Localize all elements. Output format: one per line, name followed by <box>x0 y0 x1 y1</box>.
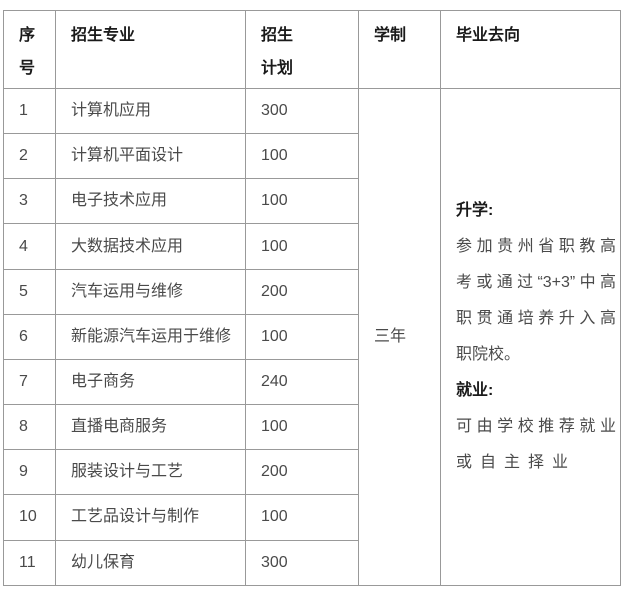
header-plan-line1: 招生 <box>261 27 294 44</box>
header-row: 序 号 招生专业 招生 计划 学制 毕业去向 <box>3 10 621 89</box>
row-serial: 2 <box>3 133 56 180</box>
row-major: 服装设计与工艺 <box>55 449 246 496</box>
row-serial: 10 <box>3 494 56 541</box>
header-serial-line1: 序 <box>19 27 36 44</box>
row-serial: 3 <box>3 178 56 225</box>
destination-line: 职贯通培养升入高 <box>456 310 616 327</box>
row-major: 工艺品设计与制作 <box>55 494 246 541</box>
table-row: 8 直播电商服务 100 <box>3 404 621 451</box>
destination-line: 职院校。 <box>456 346 521 363</box>
row-major: 汽车运用与维修 <box>55 268 246 315</box>
enrollment-plan-table: 序 号 招生专业 招生 计划 学制 毕业去向 1 计算机应用 300 三年 <box>3 10 621 587</box>
header-plan: 招生 计划 <box>245 10 359 89</box>
destination-line: 升学: <box>456 202 494 219</box>
row-major: 电子商务 <box>55 358 246 406</box>
header-serial-line2: 号 <box>19 60 36 77</box>
row-major: 计算机应用 <box>55 87 246 135</box>
table-row: 5 汽车运用与维修 200 <box>3 268 621 315</box>
duration-value: 三年 <box>374 328 407 345</box>
row-plan: 200 <box>245 449 359 496</box>
table-row: 9 服装设计与工艺 200 <box>3 449 621 496</box>
row-plan: 200 <box>245 268 359 315</box>
destination-line: 考或通过“3+3”中高 <box>456 274 616 291</box>
row-major: 大数据技术应用 <box>55 223 246 270</box>
row-serial: 9 <box>3 449 56 496</box>
row-plan: 300 <box>245 539 359 587</box>
destination-merged-cell: 升学: 参加贵州省职教高 考或通过“3+3”中高 职贯通培养升入高 职院校。 就… <box>440 88 621 586</box>
row-plan: 100 <box>245 178 359 225</box>
header-plan-line2: 计划 <box>261 60 294 77</box>
row-serial: 1 <box>3 87 56 135</box>
row-major: 直播电商服务 <box>55 404 246 451</box>
row-major: 计算机平面设计 <box>55 133 246 180</box>
row-serial: 11 <box>3 539 56 587</box>
destination-line: 参加贵州省职教高 <box>456 238 616 255</box>
table-row: 2 计算机平面设计 100 <box>3 133 621 180</box>
row-serial: 5 <box>3 268 56 315</box>
header-duration: 学制 <box>358 10 441 89</box>
row-serial: 6 <box>3 313 56 360</box>
table-row: 11 幼儿保育 300 <box>3 539 621 587</box>
duration-merged-cell: 三年 <box>358 88 441 586</box>
destination-line: 可由学校推荐就业 <box>456 418 616 435</box>
row-plan: 240 <box>245 358 359 406</box>
table-row: 1 计算机应用 300 三年 升学: 参加贵州省职教高 考或通过“3+3”中高 … <box>3 87 621 586</box>
table-row: 3 电子技术应用 100 <box>3 178 621 225</box>
row-plan: 100 <box>245 404 359 451</box>
header-major: 招生专业 <box>55 10 246 89</box>
destination-line: 就业: <box>456 382 494 399</box>
header-serial-number: 序 号 <box>3 10 56 89</box>
table-row: 10 工艺品设计与制作 100 <box>3 494 621 541</box>
row-major: 幼儿保育 <box>55 539 246 587</box>
row-major: 新能源汽车运用于维修 <box>55 313 246 360</box>
header-destination: 毕业去向 <box>440 10 621 89</box>
row-plan: 100 <box>245 223 359 270</box>
row-serial: 4 <box>3 223 56 270</box>
row-major: 电子技术应用 <box>55 178 246 225</box>
row-plan: 100 <box>245 313 359 360</box>
row-serial: 8 <box>3 404 56 451</box>
destination-line: 或自主择业 <box>456 454 577 471</box>
row-plan: 300 <box>245 87 359 135</box>
row-plan: 100 <box>245 133 359 180</box>
table-row: 6 新能源汽车运用于维修 100 <box>3 313 621 360</box>
row-plan: 100 <box>245 494 359 541</box>
row-serial: 7 <box>3 358 56 406</box>
